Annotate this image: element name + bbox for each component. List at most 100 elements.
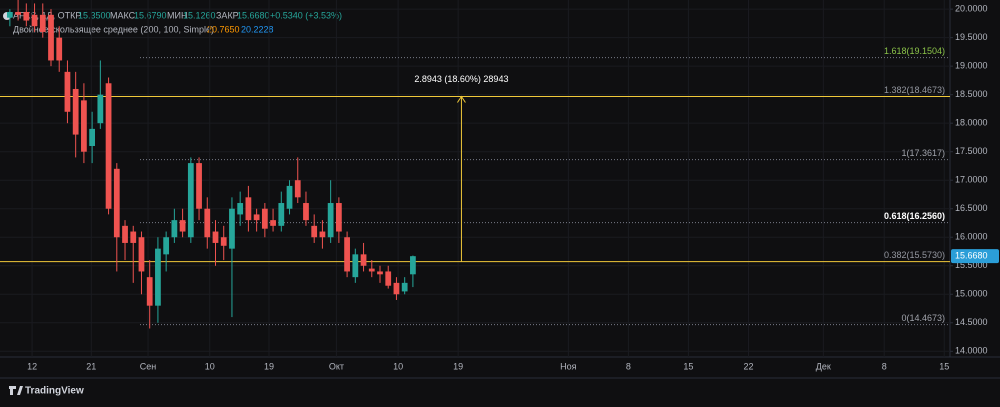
ma1-value: 20.7650 (207, 24, 240, 34)
candle-body (138, 237, 145, 272)
candle-body (179, 220, 186, 232)
candle-body (48, 14, 54, 61)
candle-body (377, 271, 383, 275)
candle-body (270, 220, 276, 226)
candle-body (15, 11, 21, 15)
candle-body (393, 282, 400, 295)
x-tick-label: 19 (264, 361, 274, 371)
candle-body (97, 94, 104, 124)
candle-body (146, 277, 153, 306)
candle-body (261, 208, 268, 229)
candle-body (245, 197, 252, 221)
candle-body (72, 88, 79, 135)
footer: TradingView (9, 386, 84, 397)
candle-body (122, 225, 128, 243)
candle-body (286, 185, 293, 209)
candle-body (6, 11, 13, 18)
header: AFKS, 1Д, ОТКР 15.3500 МАКС 15.6790 МИН … (3, 10, 342, 34)
candle-body (39, 14, 46, 32)
close-label: ЗАКР (216, 10, 239, 20)
candle-body (360, 254, 367, 266)
y-tick-label: 14.0000 (955, 346, 988, 356)
candle-body (319, 231, 326, 238)
close-value: 15.6680 (237, 10, 270, 20)
last-price-tag (951, 249, 999, 264)
plot: 1.618(19.1504) 1.382(18.4673) 1(17.3617) 0.… (0, 0, 950, 357)
x-tick-label: 8 (882, 361, 887, 371)
open-value: 15.3500 (78, 10, 111, 20)
y-tick-label: 16.0000 (955, 232, 988, 242)
x-tick-label: 15 (939, 361, 949, 371)
last-price-label: 15.6680 (955, 251, 988, 261)
y-tick-label: 15.0000 (955, 289, 988, 299)
candle-body (385, 271, 392, 286)
fib-label: 1(17.3617) (901, 148, 945, 158)
x-tick-label: 10 (205, 361, 215, 371)
candle-body (204, 208, 211, 238)
candle-body (155, 248, 161, 306)
candle-body (31, 14, 38, 27)
candle-body (368, 268, 375, 272)
x-tick-label: 10 (393, 361, 403, 371)
candle-body (113, 168, 120, 238)
x-tick-label: 19 (453, 361, 463, 371)
symbol: AFKS, 1Д, ОТКР (13, 10, 81, 20)
candle-body (278, 203, 285, 226)
high-value: 15.6790 (134, 10, 167, 20)
high-label: МАКС (110, 10, 136, 20)
y-tick-label: 19.5000 (955, 32, 988, 42)
fib-label: 1.382(18.4673) (884, 85, 945, 95)
measure-arrowhead (457, 95, 466, 103)
measure-label: 2.8943 (18.60%) 28943 (414, 74, 508, 84)
candle-body (220, 237, 227, 246)
candle-body (401, 282, 408, 292)
candle-body (105, 83, 112, 209)
candle-body (311, 225, 318, 238)
candle-body (81, 100, 87, 152)
candle-body (130, 231, 137, 243)
fib-label: 0.618(16.2560) (884, 211, 945, 221)
candle-body (89, 128, 95, 146)
candle-body (171, 220, 178, 238)
indicator-name: Двойное скользящее среднее (200, 100, Si… (13, 24, 214, 34)
candle-body (23, 11, 30, 21)
x-tick-label: Сен (140, 361, 157, 371)
fib-label: 1.618(19.1504) (884, 46, 945, 56)
x-tick-label: Ноя (560, 361, 577, 371)
y-tick-label: 15.5000 (955, 260, 988, 270)
y-tick-label: 18.5000 (955, 89, 988, 99)
change-value: +0.5340 (+3.53%) (270, 10, 342, 20)
y-tick-label: 20.0000 (955, 3, 988, 13)
candle-body (212, 231, 219, 243)
candle-body (294, 180, 301, 198)
low-label: МИН (167, 10, 187, 20)
candle-body (352, 254, 359, 278)
candle-body (163, 237, 170, 255)
x-tick-label: 22 (743, 361, 753, 371)
footer-brand: TradingView (25, 386, 84, 397)
y-tick-label: 14.5000 (955, 317, 988, 327)
fib-label: 0(14.4673) (901, 313, 945, 323)
candle-body (344, 237, 350, 272)
candle-body (56, 37, 63, 61)
y-tick-label: 18.0000 (955, 118, 988, 128)
x-tick-label: 8 (626, 361, 631, 371)
x-tick-label: Окт (329, 361, 344, 371)
y-tick-label: 19.0000 (955, 61, 988, 71)
candle-body (196, 163, 202, 209)
x-tick-label: Дек (816, 361, 831, 371)
candle-body (229, 208, 235, 249)
candle-body (303, 203, 309, 221)
low-value: 15.1260 (183, 10, 216, 20)
y-tick-label: 17.5000 (955, 146, 988, 156)
candle-body (410, 256, 416, 275)
x-tick-label: 21 (86, 361, 96, 371)
x-tick-label: 12 (27, 361, 37, 371)
y-tick-label: 17.0000 (955, 175, 988, 185)
ma2-value: 20.2228 (241, 24, 274, 34)
logo (9, 386, 23, 395)
candle-body (253, 214, 260, 221)
fib-label: 0.382(15.5730) (884, 250, 945, 260)
y-tick-label: 16.5000 (955, 203, 988, 213)
